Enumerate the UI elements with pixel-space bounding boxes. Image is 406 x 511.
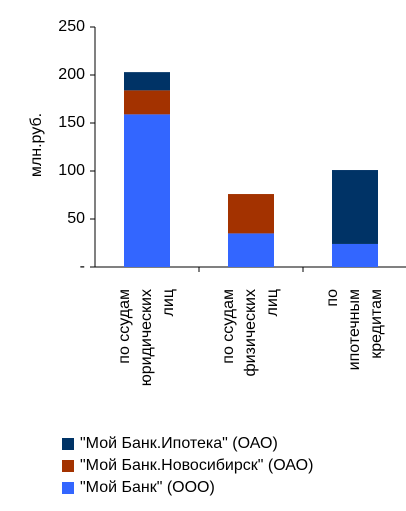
x-tick-label: лиц [160,289,177,316]
bar-segment [332,243,378,267]
x-tick-label: по [324,289,341,307]
legend-label: "Мой Банк.Новосибирск" (ОАО) [80,457,313,474]
y-tick-label: 250 [58,18,85,35]
y-tick-label: 100 [58,162,85,179]
y-tick-label: 150 [58,114,85,131]
y-tick-label: 50 [67,210,85,227]
x-tick-label: ипотечным [346,289,363,370]
bar-segment [228,233,274,267]
x-tick-label: лиц [264,289,281,316]
x-tick-label: по ссудам [116,289,133,364]
bar-segment [228,194,274,234]
bar-segment [124,90,170,115]
legend-label: "Мой Банк.Ипотека" (ОАО) [80,435,278,452]
bar-segment [332,170,378,244]
y-axis-label: млн.руб. [28,113,45,177]
x-tick-label: кредитам [368,289,385,359]
y-tick-label: - [80,258,85,275]
legend-swatch [62,438,74,450]
y-tick-label: 200 [58,66,85,83]
legend-label: "Мой Банк" (ООО) [80,479,215,496]
legend-swatch [62,460,74,472]
x-tick-label: юридических [138,289,155,386]
bar-segment [124,114,170,267]
x-tick-label: по ссудам [220,289,237,364]
x-tick-label: физических [242,289,259,377]
legend-swatch [62,482,74,494]
bar-segment [124,72,170,91]
